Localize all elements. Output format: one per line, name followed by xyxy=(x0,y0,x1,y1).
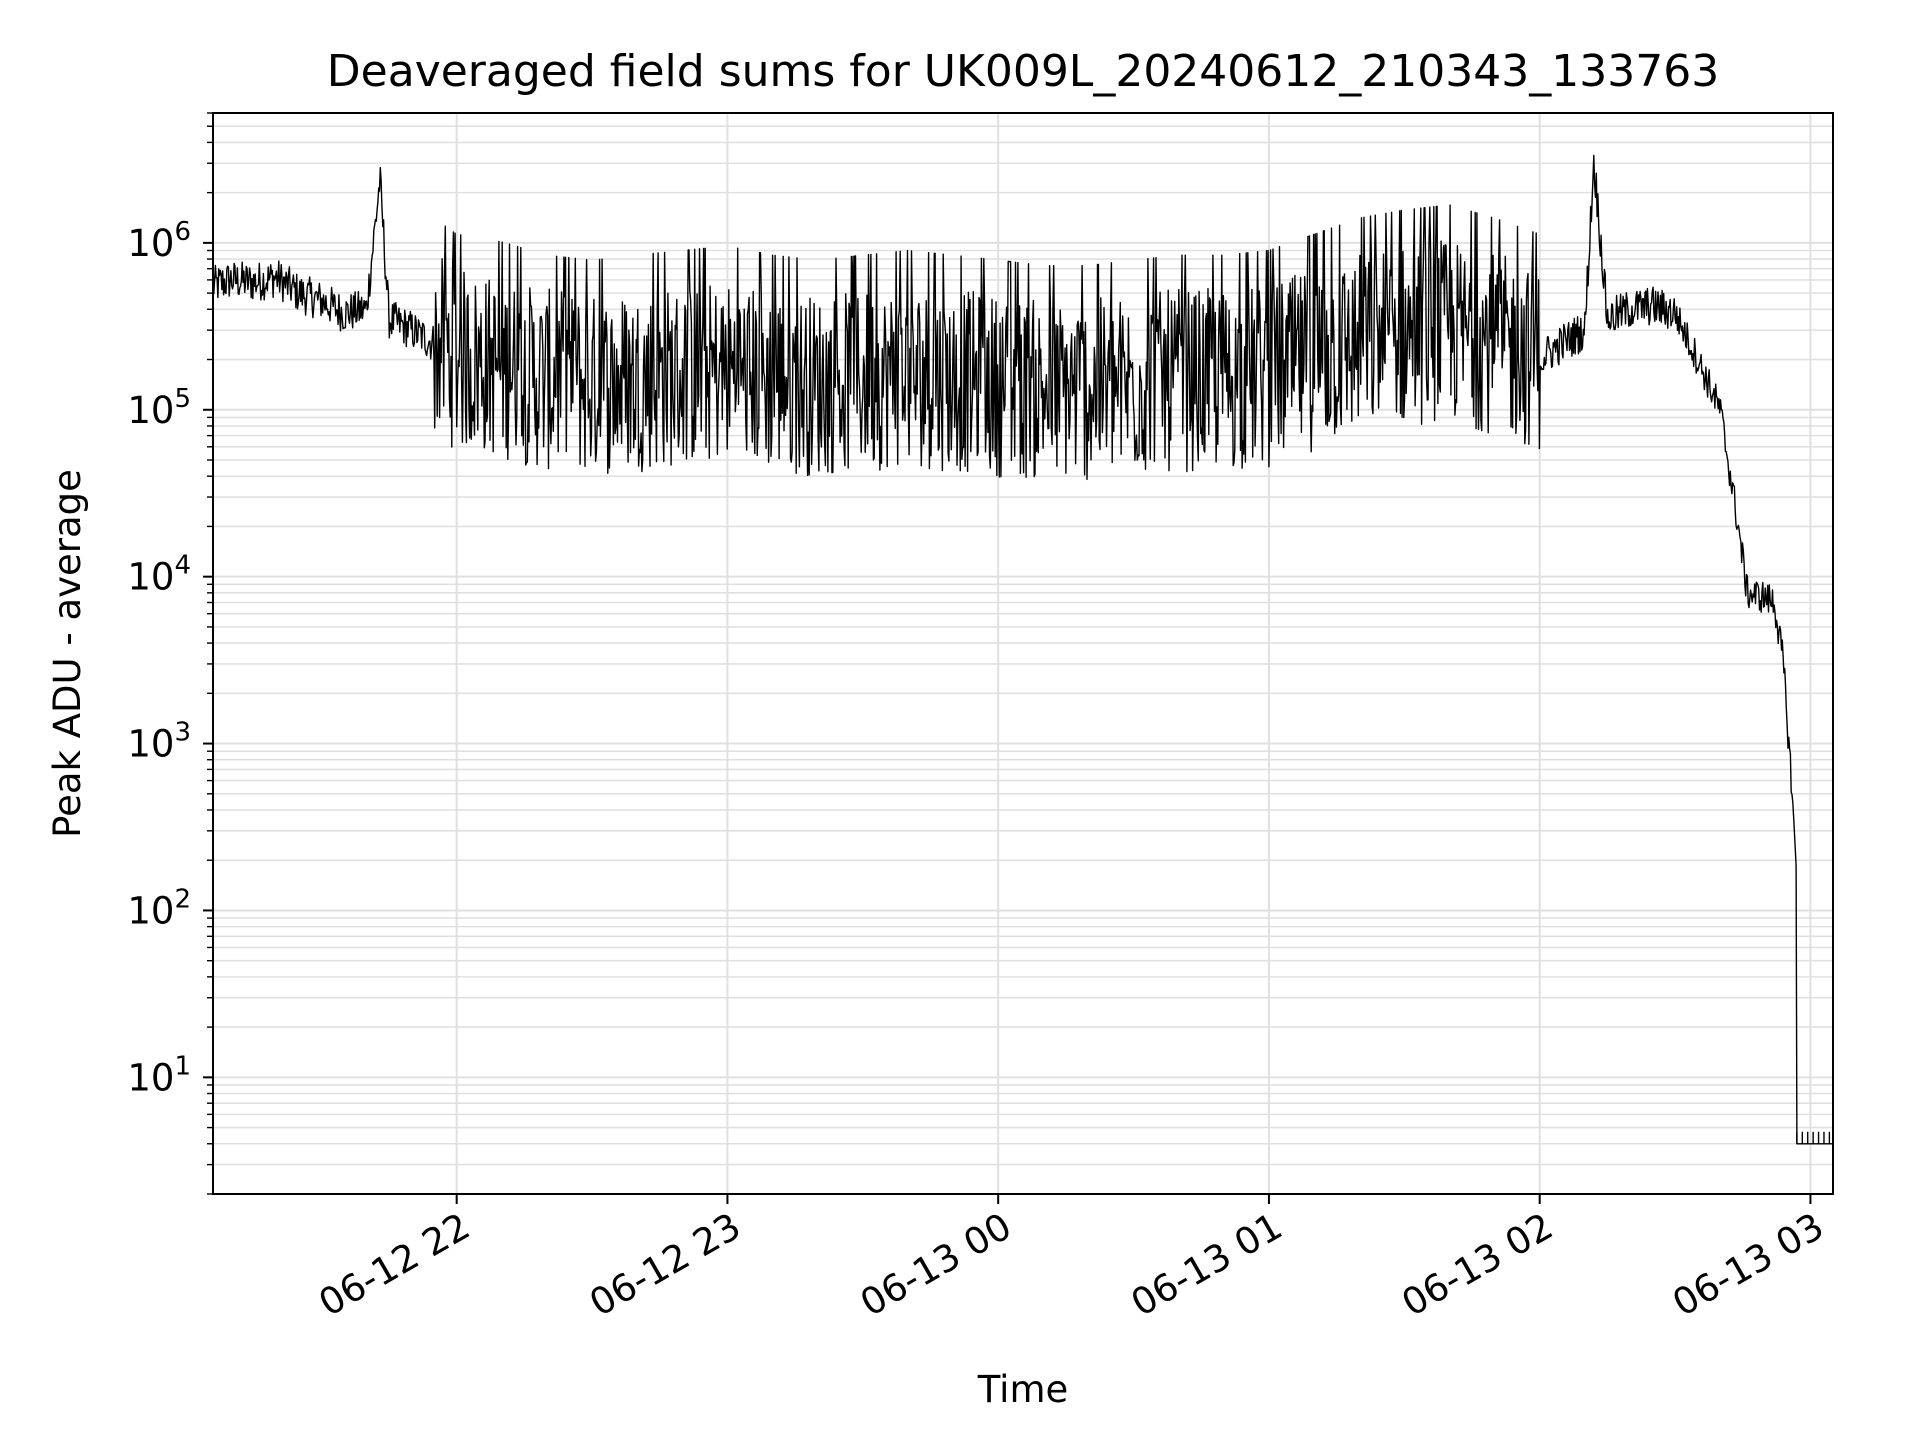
series-line xyxy=(212,154,1833,1145)
y-axis: 101 102 103 104 105 106 xyxy=(127,112,213,1195)
x-axis: 06-12 22 06-12 23 06-13 00 06-13 01 06-13 02… xyxy=(312,1194,1831,1325)
x-tick-label: 06-12 22 xyxy=(312,1205,478,1325)
series-layer xyxy=(212,154,1834,1145)
y-axis-label: Peak ADU - average xyxy=(46,469,89,838)
x-tick-label: 06-12 23 xyxy=(582,1205,748,1325)
x-tick-label: 06-13 03 xyxy=(1665,1205,1831,1325)
y-tick-label: 104 xyxy=(127,551,191,599)
chart-title: Deaveraged field sums for UK009L_2024061… xyxy=(327,46,1719,97)
y-tick-label: 102 xyxy=(127,884,191,932)
x-axis-label: Time xyxy=(977,1368,1069,1411)
y-tick-label: 106 xyxy=(127,217,191,265)
x-tick-label: 06-13 02 xyxy=(1395,1205,1561,1325)
x-tick-label: 06-13 00 xyxy=(853,1205,1019,1325)
y-tick-label: 101 xyxy=(127,1051,191,1099)
y-tick-label: 103 xyxy=(127,718,191,766)
y-tick-label: 105 xyxy=(127,384,191,432)
x-tick-label: 06-13 01 xyxy=(1124,1205,1290,1325)
plot-frame xyxy=(212,112,1834,1195)
